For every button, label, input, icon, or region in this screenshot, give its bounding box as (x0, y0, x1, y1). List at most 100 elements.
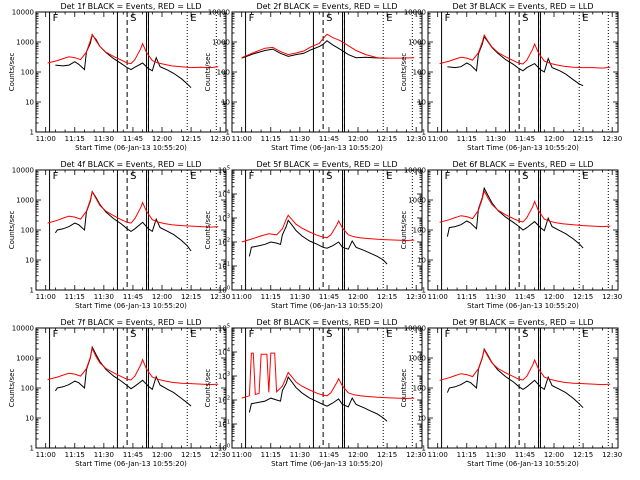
x-tick-label: 12:00 (544, 293, 564, 301)
x-tick-label: 11:45 (319, 293, 339, 301)
marker-label-e: E (386, 13, 392, 24)
x-axis-label: Start Time (06-Jan-13 10:55:20) (271, 144, 383, 152)
x-tick-label: 11:15 (65, 293, 85, 301)
y-axis-label: Counts/sec (204, 211, 212, 250)
x-axis-label: Start Time (06-Jan-13 10:55:20) (467, 302, 579, 310)
marker-label-s: S (326, 171, 332, 182)
x-tick-label: 11:30 (486, 451, 506, 459)
events-series-line (241, 40, 388, 59)
y-tick-label: 1 (226, 129, 230, 137)
y-tick-label: 10000 (12, 325, 34, 333)
marker-label-f: F (53, 13, 59, 24)
events-series-line (446, 186, 584, 249)
y-tick-label: 1 (422, 129, 426, 137)
y-tick-label: 10 (417, 415, 426, 423)
y-tick-label: 1000 (16, 39, 34, 47)
lld-series-line (439, 33, 611, 69)
x-tick-label: 11:00 (428, 135, 448, 143)
x-tick-label: 11:45 (515, 451, 535, 459)
y-tick-label: 102 (218, 396, 230, 405)
y-tick-label: 1 (30, 129, 34, 137)
x-tick-label: 12:30 (210, 135, 230, 143)
y-axis-label: Counts/sec (400, 211, 408, 250)
x-tick-label: 11:15 (65, 451, 85, 459)
y-tick-label: 105 (218, 324, 230, 333)
marker-label-f: F (249, 171, 255, 182)
plot-frame (35, 11, 227, 133)
x-tick-label: 11:00 (428, 451, 448, 459)
y-tick-label: 10000 (404, 325, 426, 333)
x-axis-label: Start Time (06-Jan-13 10:55:20) (467, 460, 579, 468)
y-tick-label: 103 (218, 214, 230, 223)
events-series-line (54, 190, 192, 252)
panel-title: Det 3f BLACK = Events, RED = LLD (452, 2, 593, 11)
x-axis-label: Start Time (06-Jan-13 10:55:20) (271, 460, 383, 468)
x-tick-label: 12:30 (406, 293, 426, 301)
x-tick-label: 12:00 (348, 451, 368, 459)
x-tick-label: 11:00 (36, 293, 56, 301)
x-tick-label: 11:15 (65, 135, 85, 143)
y-tick-label: 1 (422, 445, 426, 453)
x-tick-label: 11:15 (457, 293, 477, 301)
marker-label-s: S (326, 329, 332, 340)
x-tick-label: 12:15 (573, 293, 593, 301)
x-tick-label: 11:30 (94, 135, 114, 143)
marker-label-e: E (582, 329, 588, 340)
events-series-line (55, 34, 192, 89)
lld-series-line (241, 214, 415, 243)
y-axis-label: Counts/sec (400, 369, 408, 408)
x-tick-label: 11:00 (36, 451, 56, 459)
marker-label-f: F (445, 13, 451, 24)
y-tick-label: 10000 (12, 9, 34, 17)
marker-label-e: E (190, 171, 196, 182)
x-tick-label: 11:30 (486, 293, 506, 301)
events-series-line (54, 345, 192, 407)
lld-series-line (47, 190, 219, 228)
x-tick-label: 11:15 (261, 451, 281, 459)
y-tick-label: 1000 (408, 39, 426, 47)
y-tick-label: 1 (30, 287, 34, 295)
y-tick-label: 104 (218, 348, 230, 357)
panel-title: Det 2f BLACK = Events, RED = LLD (256, 2, 397, 11)
x-tick-label: 11:30 (94, 293, 114, 301)
marker-label-s: S (522, 13, 528, 24)
x-tick-label: 11:00 (232, 451, 252, 459)
marker-label-s: S (326, 13, 332, 24)
y-tick-label: 10 (221, 99, 230, 107)
panel-title: Det 5f BLACK = Events, RED = LLD (256, 160, 397, 169)
plot-frame (35, 327, 227, 449)
events-series-line (446, 347, 584, 409)
y-tick-label: 10 (25, 99, 34, 107)
x-tick-label: 12:15 (181, 135, 201, 143)
y-tick-label: 100 (413, 69, 426, 77)
x-tick-label: 11:15 (457, 135, 477, 143)
events-series-line (447, 35, 584, 87)
y-tick-label: 1000 (16, 197, 34, 205)
x-tick-label: 11:15 (457, 451, 477, 459)
y-axis-label: Counts/sec (8, 369, 16, 408)
marker-label-e: E (190, 13, 196, 24)
y-axis-label: Counts/sec (204, 53, 212, 92)
y-axis-label: Counts/sec (8, 211, 16, 250)
plot-frame (231, 327, 423, 449)
x-tick-label: 12:15 (181, 451, 201, 459)
x-tick-label: 12:15 (377, 293, 397, 301)
marker-label-s: S (130, 329, 136, 340)
x-tick-label: 12:00 (152, 135, 172, 143)
y-tick-label: 10 (417, 99, 426, 107)
y-tick-label: 10 (25, 415, 34, 423)
x-axis-label: Start Time (06-Jan-13 10:55:20) (467, 144, 579, 152)
lld-series-line (241, 352, 415, 400)
plot-frame (231, 169, 423, 291)
y-tick-label: 100 (218, 444, 230, 453)
x-tick-label: 12:30 (406, 135, 426, 143)
panel-title: Det 1f BLACK = Events, RED = LLD (60, 2, 201, 11)
marker-label-f: F (445, 171, 451, 182)
events-series-line (248, 376, 388, 422)
x-tick-label: 11:30 (290, 293, 310, 301)
x-tick-label: 11:15 (261, 135, 281, 143)
lld-series-line (439, 189, 611, 228)
x-tick-label: 11:15 (261, 293, 281, 301)
y-axis-label: Counts/sec (8, 53, 16, 92)
